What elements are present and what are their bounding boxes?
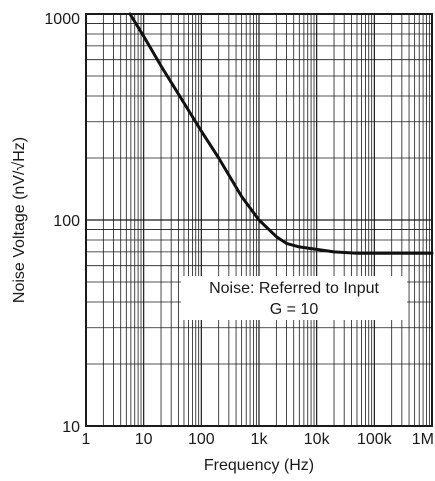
x-tick-label: 100 xyxy=(188,431,215,448)
x-tick-label: 100k xyxy=(357,431,393,448)
y-tick-label: 1000 xyxy=(44,11,80,28)
x-tick-labels: 1 10 100 1k 10k 100k 1M xyxy=(82,431,434,448)
annotation-line-2: G = 10 xyxy=(270,301,319,318)
x-tick-label: 10k xyxy=(304,431,331,448)
y-tick-label: 10 xyxy=(62,419,80,436)
annotation-box: Noise: Referred to Input G = 10 xyxy=(181,276,407,320)
x-tick-label: 1M xyxy=(412,431,434,448)
x-tick-label: 1k xyxy=(251,431,269,448)
x-tick-label: 1 xyxy=(82,431,91,448)
x-axis-label: Frequency (Hz) xyxy=(204,457,314,474)
y-tick-label: 100 xyxy=(53,213,80,230)
x-tick-label: 10 xyxy=(135,431,153,448)
annotation-line-1: Noise: Referred to Input xyxy=(209,280,379,297)
plot-frame xyxy=(85,13,433,427)
y-tick-labels: 10 100 1000 xyxy=(44,11,80,436)
y-axis-label: Noise Voltage (nV/√Hz) xyxy=(11,137,28,303)
series-layer xyxy=(128,12,434,255)
annotation-background xyxy=(181,276,407,320)
noise-curve xyxy=(128,12,434,255)
